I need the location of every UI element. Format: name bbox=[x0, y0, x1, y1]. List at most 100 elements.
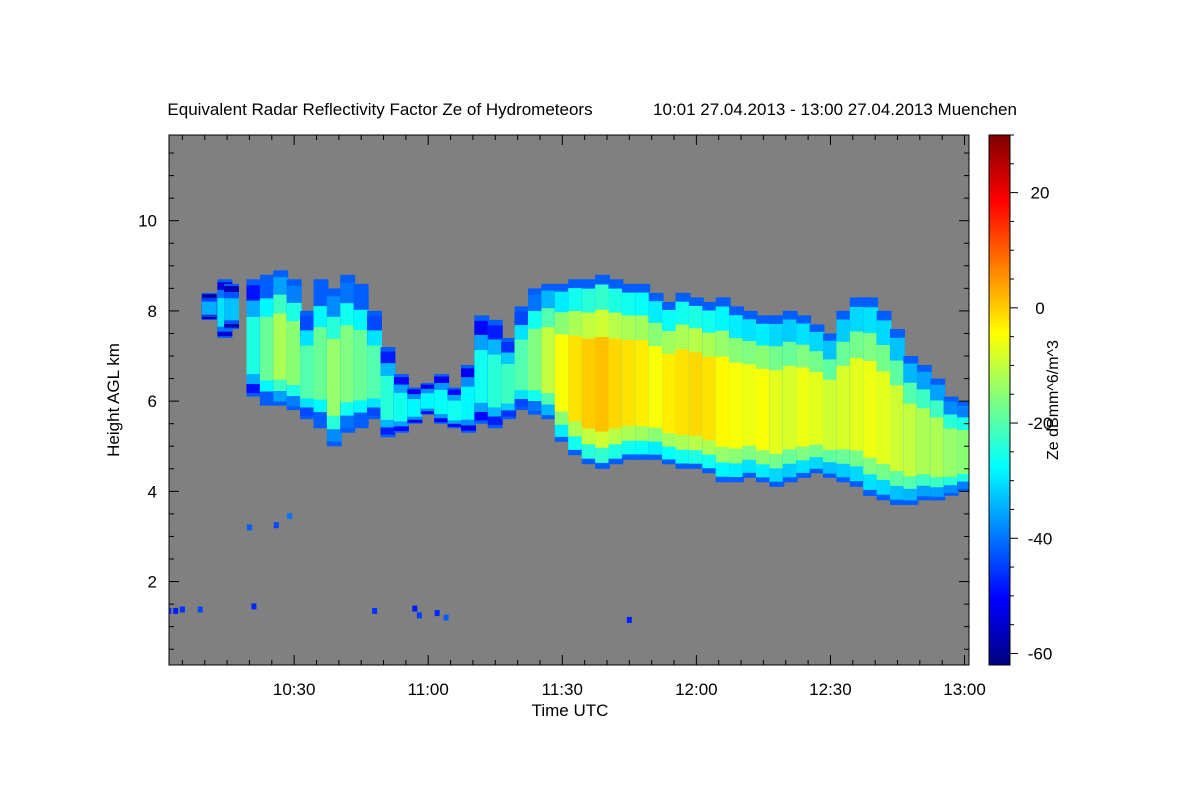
reflectivity-column bbox=[903, 356, 919, 505]
x-tick-label: 12:00 bbox=[675, 680, 718, 699]
reflectivity-column bbox=[809, 324, 825, 474]
reflectivity-column bbox=[474, 315, 490, 424]
reflectivity-column bbox=[876, 310, 892, 501]
reflectivity-column bbox=[688, 297, 704, 469]
reflectivity-column bbox=[621, 283, 637, 460]
reflectivity-cell bbox=[224, 298, 239, 321]
reflectivity-column bbox=[313, 279, 329, 429]
reflectivity-cell bbox=[367, 345, 382, 399]
reflectivity-column bbox=[286, 279, 302, 411]
reflectivity-cell bbox=[407, 399, 423, 417]
reflectivity-column bbox=[769, 315, 785, 487]
echo-speck bbox=[197, 606, 203, 613]
reflectivity-column bbox=[729, 306, 744, 483]
reflectivity-column bbox=[353, 283, 369, 429]
echo-speck bbox=[173, 607, 179, 614]
reflectivity-cell bbox=[957, 430, 969, 474]
colorbar bbox=[988, 134, 1011, 666]
reflectivity-column bbox=[581, 279, 597, 465]
reflectivity-column bbox=[595, 274, 610, 469]
reflectivity-cell bbox=[447, 400, 463, 421]
reflectivity-column bbox=[326, 288, 342, 447]
reflectivity-cell bbox=[487, 354, 503, 408]
reflectivity-cell bbox=[876, 371, 892, 464]
x-tick-label: 11:30 bbox=[542, 680, 583, 699]
reflectivity-column bbox=[715, 297, 731, 483]
reflectivity-column bbox=[514, 306, 530, 411]
y-tick-label: 4 bbox=[148, 482, 157, 501]
reflectivity-column bbox=[201, 292, 217, 320]
chart-title: Equivalent Radar Reflectivity Factor Ze … bbox=[167, 100, 592, 119]
reflectivity-cell bbox=[756, 368, 771, 451]
reflectivity-column bbox=[823, 333, 838, 478]
plot-frame bbox=[168, 134, 970, 666]
reflectivity-column bbox=[340, 274, 356, 433]
reflectivity-column bbox=[916, 365, 932, 501]
reflectivity-cell bbox=[568, 335, 584, 422]
echo-speck bbox=[273, 522, 279, 529]
reflectivity-column bbox=[608, 279, 624, 465]
reflectivity-cell bbox=[246, 316, 262, 375]
x-tick-label: 11:00 bbox=[408, 680, 449, 699]
reflectivity-column bbox=[420, 383, 436, 415]
colorbar-tick-label: -60 bbox=[1028, 644, 1053, 663]
x-tick-label: 12:30 bbox=[809, 680, 852, 699]
reflectivity-cell bbox=[635, 340, 651, 426]
reflectivity-cell bbox=[688, 352, 704, 436]
reflectivity-cell bbox=[930, 417, 946, 477]
reflectivity-cell bbox=[514, 339, 530, 391]
echo-speck bbox=[287, 513, 293, 520]
reflectivity-cell bbox=[916, 408, 932, 475]
echo-speck bbox=[251, 603, 257, 610]
reflectivity-cell bbox=[595, 336, 610, 432]
reflectivity-cell bbox=[313, 327, 329, 400]
echo-speck bbox=[443, 614, 449, 621]
reflectivity-column bbox=[957, 401, 969, 492]
reflectivity-column bbox=[224, 283, 239, 329]
reflectivity-cell bbox=[675, 349, 691, 435]
reflectivity-cell bbox=[782, 365, 798, 450]
colorbar-tick-label: -40 bbox=[1028, 529, 1053, 548]
reflectivity-cell bbox=[890, 385, 905, 472]
y-tick-label: 2 bbox=[148, 573, 157, 592]
colorbar-label: Ze dBmm^6/m^3 bbox=[1045, 340, 1062, 460]
reflectivity-column bbox=[890, 329, 905, 505]
reflectivity-column bbox=[662, 301, 677, 465]
reflectivity-cell bbox=[621, 340, 637, 426]
echo-speck bbox=[246, 524, 252, 531]
reflectivity-column bbox=[461, 365, 476, 433]
reflectivity-column bbox=[930, 378, 946, 501]
y-tick-label: 10 bbox=[138, 212, 157, 231]
x-axis-label: Time UTC bbox=[532, 701, 609, 720]
reflectivity-column bbox=[635, 283, 651, 460]
reflectivity-cell bbox=[809, 372, 825, 445]
reflectivity-column bbox=[300, 310, 315, 420]
reflectivity-column bbox=[648, 292, 664, 460]
reflectivity-column bbox=[246, 279, 262, 397]
reflectivity-column bbox=[943, 396, 959, 496]
reflectivity-column bbox=[380, 347, 396, 438]
echo-speck bbox=[372, 607, 378, 614]
reflectivity-cell bbox=[554, 334, 570, 412]
reflectivity-cell bbox=[608, 338, 624, 429]
reflectivity-cell bbox=[353, 330, 369, 401]
echo-speck bbox=[416, 612, 422, 619]
reflectivity-column bbox=[554, 283, 570, 442]
reflectivity-cell bbox=[273, 313, 289, 380]
reflectivity-cell bbox=[702, 356, 718, 441]
reflectivity-cell bbox=[300, 345, 315, 399]
reflectivity-cell bbox=[943, 428, 959, 477]
reflectivity-cell bbox=[729, 362, 744, 449]
reflectivity-cell bbox=[541, 327, 557, 394]
reflectivity-column bbox=[568, 279, 584, 456]
reflectivity-cell bbox=[836, 365, 852, 450]
reflectivity-cell bbox=[823, 379, 838, 451]
colorbar-tick-label: 0 bbox=[1035, 299, 1044, 318]
y-tick-label: 6 bbox=[148, 392, 157, 411]
reflectivity-column bbox=[541, 283, 557, 420]
reflectivity-cell bbox=[286, 321, 302, 385]
colorbar-tick-label: -20 bbox=[1028, 414, 1053, 433]
reflectivity-cell bbox=[340, 325, 356, 403]
